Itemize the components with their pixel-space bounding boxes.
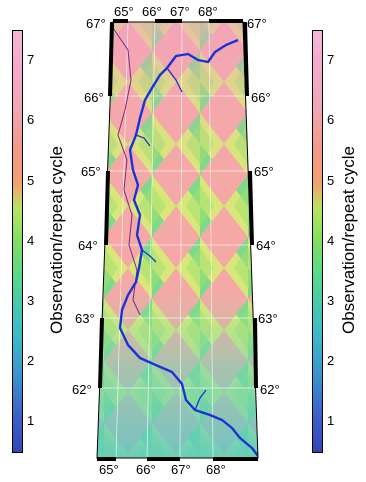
lat-label-right: 64°: [256, 239, 276, 252]
lat-label-left: 67°: [86, 17, 106, 30]
lon-label-bottom: 66°: [136, 463, 156, 476]
lon-label-top: 66°: [142, 5, 162, 18]
lat-label-left: 62°: [72, 383, 92, 396]
lon-label-top: 67°: [170, 5, 190, 18]
map-surface: [90, 20, 265, 460]
lat-label-left: 64°: [78, 239, 98, 252]
lat-label-left: 65°: [81, 165, 101, 178]
lon-label-bottom: 68°: [206, 463, 226, 476]
lon-label-bottom: 65°: [99, 463, 119, 476]
lon-label-top: 68°: [198, 5, 218, 18]
lon-label-top-right: 67°: [247, 17, 267, 30]
lat-label-left: 66°: [84, 91, 104, 104]
lat-label-right: 65°: [254, 165, 274, 178]
lon-label-top: 65°: [114, 5, 134, 18]
lat-label-right: 62°: [260, 383, 280, 396]
lat-label-right: 63°: [258, 312, 278, 325]
lon-label-bottom: 67°: [171, 463, 191, 476]
lat-label-right: 66°: [251, 91, 271, 104]
lat-label-left: 63°: [75, 312, 95, 325]
